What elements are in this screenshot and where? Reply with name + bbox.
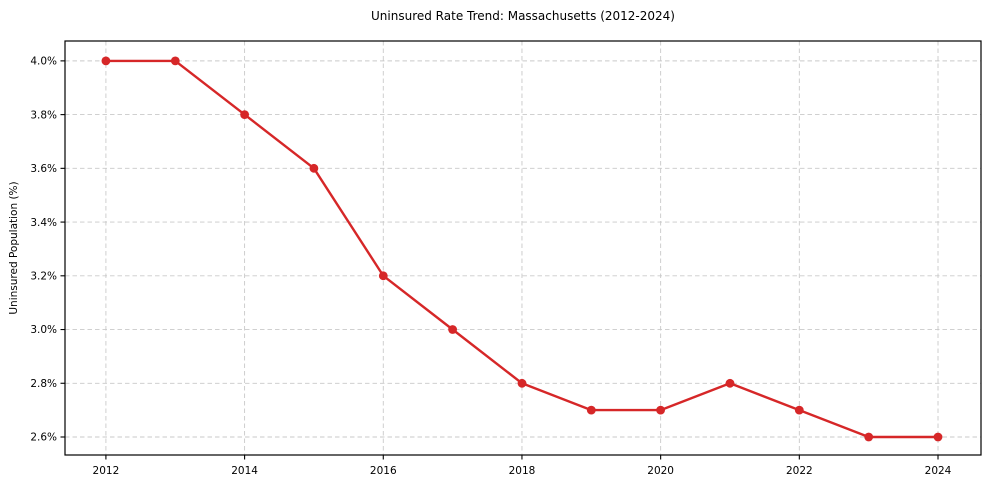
x-tick-label: 2022 [786,465,813,477]
data-point-2015 [309,163,319,173]
x-tick-label: 2016 [370,465,397,477]
y-tick-label: 2.8% [30,378,57,390]
data-point-2022 [794,405,804,415]
y-tick-label: 2.6% [30,432,57,444]
y-tick-label: 3.8% [30,109,57,121]
y-tick-label: 3.0% [30,324,57,336]
data-point-2024 [933,432,943,442]
data-point-2021 [725,378,735,388]
y-tick-label: 3.2% [30,271,57,283]
chart-title: Uninsured Rate Trend: Massachusetts (201… [371,9,675,23]
data-point-2013 [170,56,180,66]
y-tick-label: 3.4% [30,217,57,229]
data-point-2019 [586,405,596,415]
y-tick-label: 3.6% [30,163,57,175]
data-point-2023 [864,432,874,442]
x-tick-label: 2012 [93,465,120,477]
data-point-2012 [101,56,111,66]
data-point-2017 [448,325,457,334]
data-point-2014 [240,110,250,119]
plot-frame [64,40,982,456]
x-tick-label: 2014 [231,465,258,477]
x-tick-label: 2020 [647,465,674,477]
data-point-2018 [517,378,527,388]
data-point-2016 [378,271,388,281]
y-tick-label: 4.0% [30,56,57,68]
x-tick-label: 2024 [925,465,952,477]
data-point-2020 [656,405,665,415]
x-tick-label: 2018 [509,465,536,477]
